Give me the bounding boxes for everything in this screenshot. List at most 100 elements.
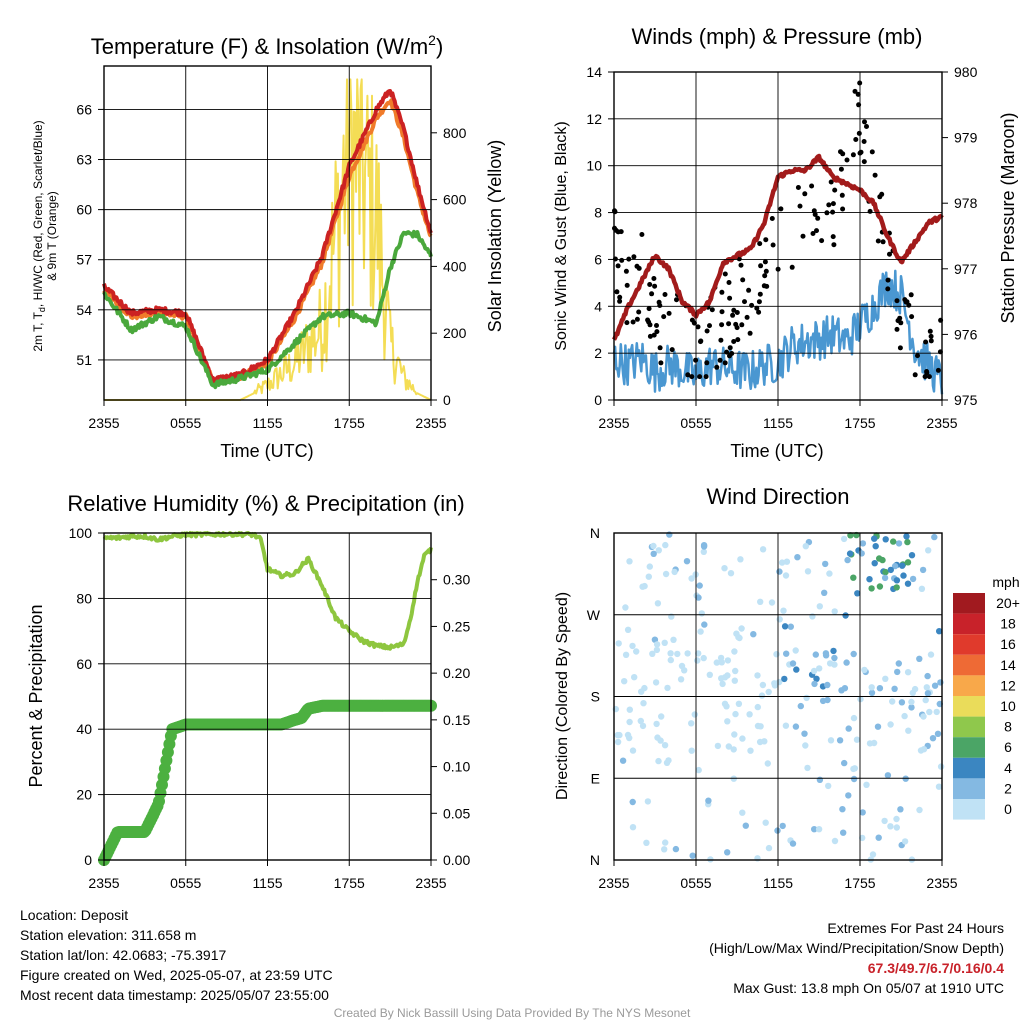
gust-point [630,319,636,325]
direction-point [866,576,873,583]
legend-label: 16 [1000,636,1016,652]
figure-created: Figure created on Wed, 2025-05-07, at 23… [20,967,333,983]
direction-point [897,806,904,813]
gust-point [727,295,733,301]
gust-point [662,292,668,297]
direction-point [672,845,680,853]
wind-direction-ytick: W [587,607,601,623]
direction-point [783,558,791,565]
gust-point [719,309,725,315]
wind-direction-ylabel: Direction (Colored By Speed) [554,592,571,800]
direction-point [868,585,875,592]
direction-point [619,757,627,764]
direction-point [754,703,761,711]
direction-point [909,575,917,583]
direction-point [850,765,857,773]
temperature-plot-border [103,65,432,401]
direction-point [812,651,819,658]
direction-point [908,552,916,559]
humidity-panel: Relative Humidity (%) & Precipitation (i… [26,491,470,891]
direction-point [705,797,712,804]
gust-point [897,315,903,321]
wind-direction-ytick: E [591,770,600,786]
temperature-xtick: 1755 [334,415,365,431]
gust-point [674,297,679,303]
direction-point [831,608,838,615]
legend-label: 2 [1004,780,1012,796]
gust-point [722,271,728,277]
gust-point [844,157,850,163]
direction-point [691,711,698,718]
gust-point [789,264,795,270]
gust-point [861,139,867,144]
direction-point [919,566,927,574]
temperature-ytick-right: 400 [443,258,467,274]
direction-point [858,550,865,557]
direction-point [810,667,818,675]
gust-point [685,372,691,378]
humidity-xtick: 2355 [415,875,446,891]
gust-point [647,333,653,339]
direction-point [622,651,630,658]
gust-point [802,191,808,197]
gust-point [898,320,904,326]
gust-point [714,364,720,370]
direction-point [616,731,623,739]
direction-point [750,631,757,638]
direction-point [614,738,622,746]
gust-point [810,231,816,236]
direction-point [674,650,681,658]
temperature-xtick: 2355 [88,415,119,431]
gust-point [928,333,934,339]
direction-point [631,674,638,681]
winds-panel: Winds (mph) & Pressure (mb) 2355 0555 1155… [553,24,1018,461]
winds-ytick-left: 14 [586,64,602,80]
direction-point [780,607,787,614]
temperature-ytick-left: 60 [76,202,92,218]
direction-point [759,546,767,553]
direction-point [901,712,908,720]
direction-point [845,792,852,799]
direction-point [695,766,702,774]
legend-swatch [953,778,985,799]
winds-plot-border [613,71,943,401]
legend-label: 14 [1000,657,1016,673]
gust-point [695,324,701,330]
gust-point [738,262,744,268]
gust-point [651,332,657,338]
legend-label: 8 [1004,719,1012,735]
gust-point [819,238,825,244]
legend-label: 12 [1000,677,1016,693]
direction-point [615,640,622,647]
direction-point [846,550,854,557]
gust-point [634,316,640,322]
direction-point [882,675,889,682]
gust-point [698,339,703,345]
temperature-ytick-left: 57 [76,252,92,268]
station-info: Location: Deposit Station elevation: 311… [20,905,333,1005]
wind-direction-xtick: 2355 [598,875,629,891]
direction-point [916,806,923,814]
direction-point [859,540,867,547]
direction-point [644,798,652,805]
direction-point [694,657,701,664]
direction-point [765,844,773,852]
gust-point [704,360,710,366]
gust-point [689,374,695,380]
direction-point [821,589,828,596]
gust-point [740,277,746,283]
direction-point [629,642,636,650]
direction-point [724,718,731,725]
direction-point [771,682,779,689]
direction-point [650,550,657,557]
direction-point [891,562,899,570]
gust-point [861,159,867,165]
direction-point [836,737,844,744]
direction-point [869,851,877,858]
direction-point [653,641,661,648]
direction-point [925,547,932,554]
gust-point [646,306,652,312]
humidity-ytick-right: 0.25 [443,618,470,634]
direction-point [889,698,896,705]
direction-point [778,559,786,566]
